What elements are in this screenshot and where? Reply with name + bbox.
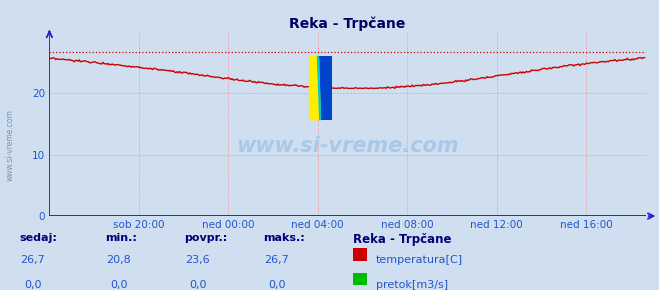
Text: povpr.:: povpr.: — [185, 233, 228, 243]
Text: pretok[m3/s]: pretok[m3/s] — [376, 280, 447, 289]
Polygon shape — [317, 56, 322, 120]
Text: 0,0: 0,0 — [189, 280, 206, 289]
Text: Reka - Trpčane: Reka - Trpčane — [353, 233, 451, 246]
Polygon shape — [319, 56, 331, 120]
Text: www.si-vreme.com: www.si-vreme.com — [5, 109, 14, 181]
Text: 0,0: 0,0 — [24, 280, 42, 289]
Text: temperatura[C]: temperatura[C] — [376, 255, 463, 265]
Text: 0,0: 0,0 — [268, 280, 285, 289]
Text: 23,6: 23,6 — [185, 255, 210, 265]
Bar — [353, 248, 367, 261]
Text: 26,7: 26,7 — [20, 255, 45, 265]
Text: min.:: min.: — [105, 233, 137, 243]
Text: www.si-vreme.com: www.si-vreme.com — [237, 136, 459, 156]
Text: 20,8: 20,8 — [106, 255, 131, 265]
Text: 0,0: 0,0 — [110, 280, 127, 289]
Text: 26,7: 26,7 — [264, 255, 289, 265]
Bar — [353, 273, 367, 285]
Title: Reka - Trpčane: Reka - Trpčane — [289, 16, 406, 31]
Polygon shape — [309, 56, 322, 120]
Text: maks.:: maks.: — [264, 233, 305, 243]
Text: sedaj:: sedaj: — [20, 233, 57, 243]
